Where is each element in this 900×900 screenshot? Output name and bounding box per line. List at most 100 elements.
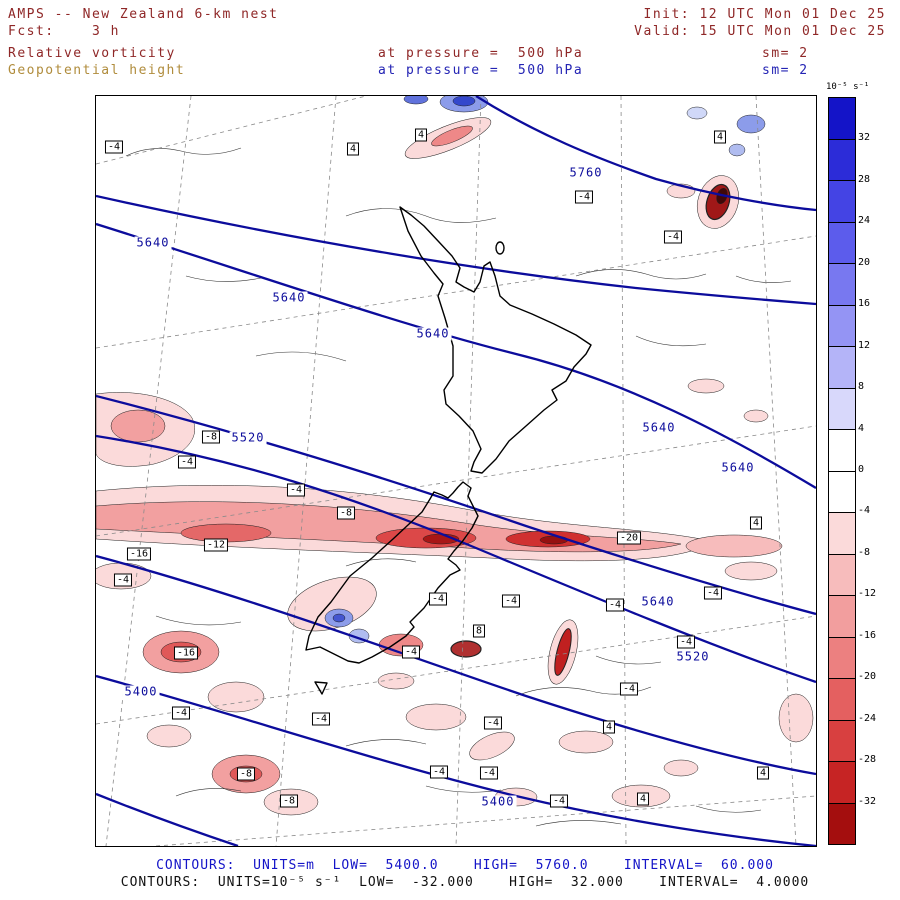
colorbar-tick: 8: [858, 381, 865, 393]
colorbar-cell: [829, 139, 855, 181]
field2-smoothing: sm= 2: [762, 63, 809, 78]
height-contour-label: 5640: [640, 420, 678, 435]
vorticity-label: -8: [279, 794, 299, 808]
colorbar-unit-label: 10⁻⁵ s⁻¹: [826, 82, 870, 92]
colorbar-tick: -12: [858, 588, 877, 600]
height-contour-label: 5520: [229, 430, 267, 445]
colorbar-cell: [829, 430, 855, 472]
colorbar-tick: 28: [858, 173, 871, 185]
field1-smoothing: sm= 2: [762, 46, 809, 61]
colorbar-tick: -32: [858, 795, 877, 807]
height-contour-label: 5400: [122, 684, 160, 699]
vorticity-label: 8: [472, 624, 486, 638]
colorbar-tick: 16: [858, 298, 871, 310]
map-frame: 5760 5640 5640 5640 5640 5640 5640 5520 5520 5400…: [95, 95, 817, 847]
vorticity-label: -4: [676, 635, 696, 649]
vorticity-label: 4: [756, 766, 770, 780]
vorticity-label: -4: [428, 592, 448, 606]
field2-name: Geopotential height: [8, 63, 186, 78]
vorticity-label: -20: [616, 531, 642, 545]
vorticity-label: -4: [113, 573, 133, 587]
south-island: [305, 481, 479, 664]
height-contour-label: 5520: [674, 649, 712, 664]
colorbar-tick: -16: [858, 629, 877, 641]
colorbar-cell: [829, 98, 855, 140]
vorticity-label: -8: [201, 430, 221, 444]
vorticity-label: -4: [171, 706, 191, 720]
colorbar-cell: [829, 596, 855, 638]
vorticity-label: -4: [429, 765, 449, 779]
colorbar-tick: 0: [858, 464, 865, 475]
colorbar-tick: -8: [858, 546, 871, 558]
colorbar-ticks: 32 28 24 20 16 12 8 4 0 -4 -8 -12 -16 -20 -24 -28 -32: [858, 97, 894, 843]
valid-time: Valid: 15 UTC Mon 01 Dec 25: [634, 24, 886, 39]
map-canvas: [96, 96, 816, 846]
vorticity-label: -16: [126, 547, 152, 561]
colorbar-cell: [829, 181, 855, 223]
vorticity-contour-legend: CONTOURS: UNITS=10⁻⁵ s⁻¹ LOW= -32.000 HI…: [120, 875, 810, 890]
colorbar-tick: -28: [858, 754, 877, 766]
vorticity-label: 4: [414, 128, 428, 142]
colorbar-tick: 32: [858, 132, 871, 144]
colorbar-cell: [829, 720, 855, 762]
vorticity-label: -4: [286, 483, 306, 497]
field1-level: at pressure = 500 hPa: [378, 46, 584, 61]
height-contour-label: 5640: [719, 460, 757, 475]
vorticity-label: -16: [173, 646, 199, 660]
north-island: [399, 206, 592, 474]
colorbar-tick: -20: [858, 671, 877, 683]
colorbar-cell: [829, 471, 855, 513]
vorticity-label: 4: [346, 142, 360, 156]
vorticity-label: -4: [663, 230, 683, 244]
height-contour-label: 5640: [639, 594, 677, 609]
colorbar-cell: [829, 347, 855, 389]
vorticity-label: 4: [713, 130, 727, 144]
colorbar-cell: [829, 305, 855, 347]
great-barrier-island: [495, 241, 505, 255]
colorbar-tick: -24: [858, 712, 877, 724]
vorticity-label: -4: [605, 598, 625, 612]
vorticity-label: -4: [619, 682, 639, 696]
vorticity-label: 4: [636, 792, 650, 806]
colorbar-cell: [829, 264, 855, 306]
colorbar-tick: 24: [858, 215, 871, 227]
plot-title: AMPS -- New Zealand 6-km nest: [8, 7, 279, 22]
vorticity-label: -4: [483, 716, 503, 730]
height-contour-label: 5760: [567, 165, 605, 180]
stewart-island: [314, 681, 328, 695]
height-contour-label: 5400: [479, 794, 517, 809]
vorticity-label: -4: [177, 455, 197, 469]
height-contour-label: 5640: [414, 326, 452, 341]
graticule: [96, 96, 816, 846]
forecast-hour: Fcst: 3 h: [8, 24, 120, 39]
vorticity-label: 4: [749, 516, 763, 530]
map-labels: 5760 5640 5640 5640 5640 5640 5640 5520 5520 5400…: [96, 96, 816, 846]
vorticity-label: -4: [104, 140, 124, 154]
vorticity-label: -4: [501, 594, 521, 608]
colorbar-tick: 12: [858, 339, 871, 351]
colorbar-cell: [829, 679, 855, 721]
colorbar-cell: [829, 554, 855, 596]
height-contour-legend: CONTOURS: UNITS=m LOW= 5400.0 HIGH= 5760…: [156, 858, 774, 873]
init-time: Init: 12 UTC Mon 01 Dec 25: [643, 7, 886, 22]
colorbar-cell: [829, 222, 855, 264]
colorbar-tick: 4: [858, 422, 865, 434]
colorbar-tick: 20: [858, 256, 871, 268]
field2-level: at pressure = 500 hPa: [378, 63, 584, 78]
vorticity-label: -4: [479, 766, 499, 780]
vorticity-label: -8: [336, 506, 356, 520]
colorbar-tick: -4: [858, 505, 871, 517]
vorticity-label: -4: [574, 190, 594, 204]
vorticity-label: -12: [203, 538, 229, 552]
colorbar-cell: [829, 637, 855, 679]
vorticity-shading: [96, 96, 814, 816]
colorbar-cell: [829, 513, 855, 555]
height-contours: [96, 96, 816, 846]
vorticity-contours: [125, 147, 792, 827]
colorbar-cells: [828, 97, 856, 845]
colorbar-cell: [829, 388, 855, 430]
vorticity-label: 4: [602, 720, 616, 734]
vorticity-label: -8: [236, 767, 256, 781]
colorbar-cell: [829, 762, 855, 804]
